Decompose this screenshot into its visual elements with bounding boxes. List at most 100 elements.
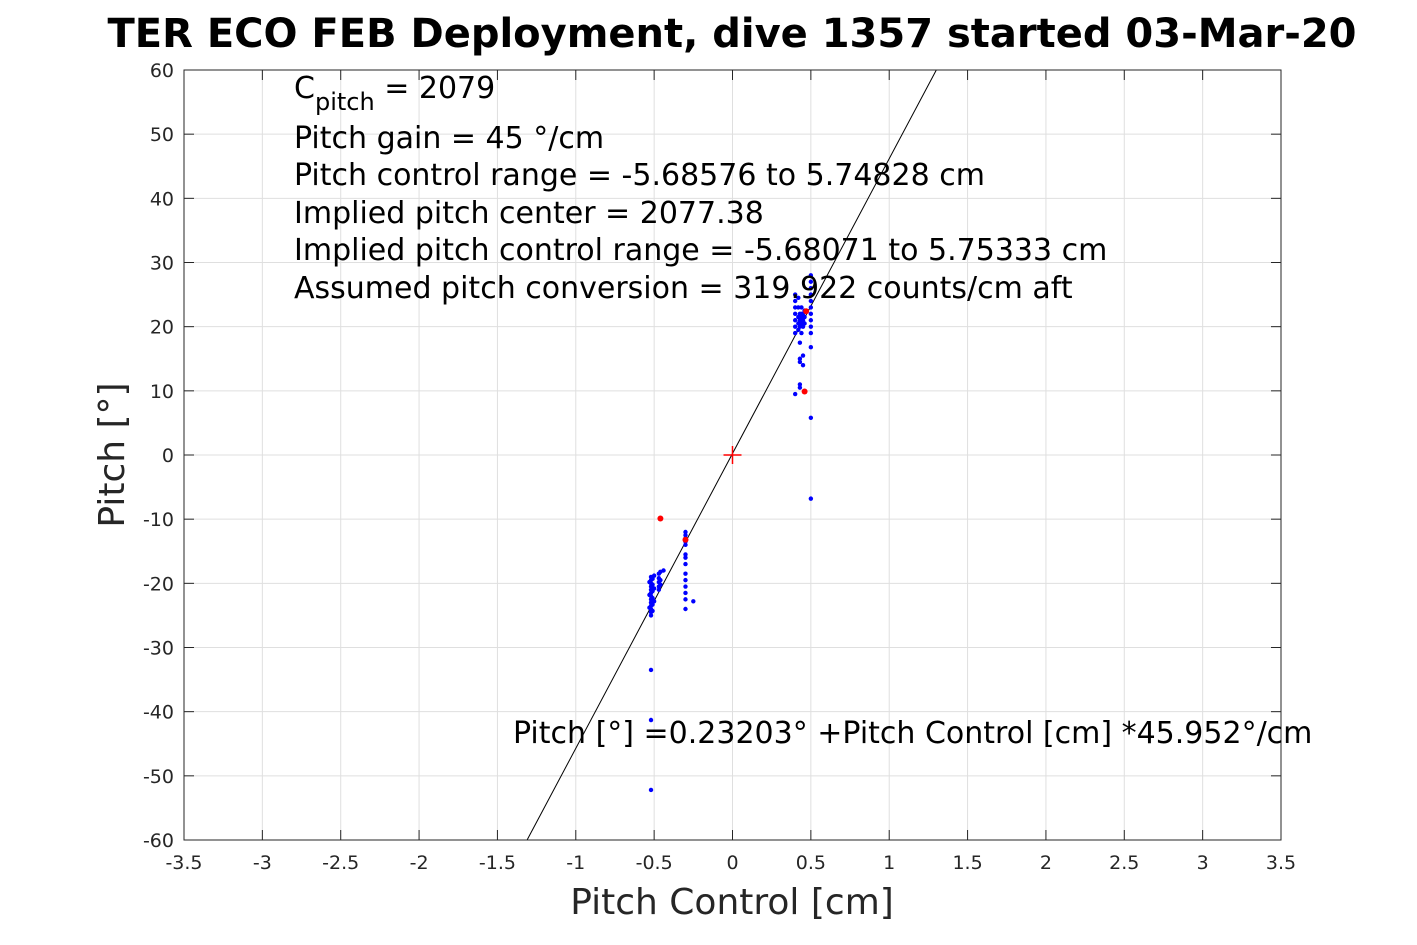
x-tick-label: 0.5 <box>796 852 826 874</box>
blue-data-point <box>647 605 652 610</box>
y-tick-labels: 60 50 40 30 20 10 0 -10 -20 -30 -40 -50 -60 <box>143 60 174 852</box>
x-tick-label: 1 <box>883 852 895 874</box>
x-tick-label: 3.5 <box>1266 852 1296 874</box>
y-tick-label: 0 <box>162 445 174 467</box>
blue-data-point <box>792 318 798 323</box>
blue-data-point <box>661 568 666 573</box>
y-axis-label: Pitch [°] <box>92 382 133 527</box>
x-axis-label: Pitch Control [cm] <box>570 882 894 923</box>
annotation-implied-center: Implied pitch center = 2077.38 <box>294 196 764 231</box>
x-tick-label: -0.5 <box>636 852 673 874</box>
data-points <box>647 273 814 793</box>
blue-data-point <box>792 292 798 297</box>
annotation-pitch-control-range: Pitch control range = -5.68576 to 5.7482… <box>294 158 985 193</box>
blue-data-point <box>808 311 814 317</box>
blue-data-point <box>796 295 801 300</box>
blue-data-point <box>658 582 663 587</box>
y-tick-label: 30 <box>150 253 174 275</box>
plot-area <box>183 69 1282 841</box>
blue-data-point <box>683 542 688 548</box>
blue-data-point <box>799 305 804 310</box>
blue-data-point <box>792 311 798 317</box>
annotation-pitch-gain: Pitch gain = 45 °/cm <box>294 121 604 156</box>
blue-data-point <box>683 552 688 557</box>
blue-data-point <box>651 599 657 604</box>
blue-data-point <box>808 298 814 304</box>
red-data-point <box>801 388 808 395</box>
red-data-point <box>657 515 664 522</box>
blue-data-point <box>658 577 663 583</box>
blue-data-point <box>808 324 814 329</box>
blue-data-point <box>683 555 688 560</box>
blue-data-point <box>808 292 814 297</box>
x-tick-label: -2.5 <box>322 852 359 874</box>
y-tick-label: 20 <box>150 317 174 339</box>
y-tick-label: 40 <box>150 188 174 210</box>
blue-data-point <box>797 340 803 345</box>
blue-data-point <box>797 382 803 387</box>
blue-data-point <box>792 324 798 329</box>
y-tick-label: -30 <box>143 638 174 660</box>
blue-data-point <box>808 415 814 420</box>
red-data-point <box>682 536 689 543</box>
blue-data-point <box>797 356 803 361</box>
blue-data-point <box>683 571 688 576</box>
red-data-point <box>803 308 810 315</box>
fit-equation-label: Pitch [°] =0.23203° +Pitch Control [cm] … <box>513 716 1312 751</box>
blue-data-point <box>800 362 806 368</box>
blue-data-point <box>792 305 798 310</box>
y-tick-label: -20 <box>143 573 174 595</box>
x-tick-label: -3.5 <box>165 852 202 874</box>
blue-data-point <box>802 321 807 326</box>
blue-data-point <box>683 577 688 583</box>
blue-data-point <box>656 587 662 592</box>
x-tick-labels: -3.5 -3 -2.5 -2 -1.5 -1 -0.5 0 0.5 1 1.5 2 2.5 3 3.5 <box>165 852 1296 874</box>
blue-data-point <box>683 529 688 535</box>
blue-data-point <box>808 496 814 501</box>
blue-data-point <box>799 330 804 336</box>
blue-data-point <box>808 279 814 284</box>
blue-data-point <box>647 592 652 598</box>
cpitch-symbol: C <box>294 71 315 106</box>
y-tick-label: -40 <box>143 702 174 724</box>
chart-title: TER ECO FEB Deployment, dive 1357 starte… <box>107 11 1356 57</box>
blue-data-point <box>808 345 814 350</box>
y-tick-label: -10 <box>143 509 174 531</box>
x-tick-label: -3 <box>253 852 272 874</box>
blue-data-point <box>648 613 654 618</box>
blue-data-point <box>648 667 654 673</box>
y-tick-label: 60 <box>150 60 174 82</box>
annotation-implied-range: Implied pitch control range = -5.68071 t… <box>294 233 1107 268</box>
axis-ticks <box>183 69 1282 841</box>
blue-data-point <box>796 305 801 310</box>
blue-data-point <box>792 330 798 336</box>
blue-data-point <box>792 298 798 304</box>
x-tick-label: 2.5 <box>1109 852 1139 874</box>
blue-data-point <box>651 586 657 591</box>
blue-data-point <box>683 590 688 596</box>
blue-data-point <box>797 385 803 390</box>
x-tick-label: -2 <box>410 852 429 874</box>
blue-data-point <box>651 573 657 578</box>
annotation-block: Cpitch = 2079 Pitch gain = 45 °/cm Pitch… <box>294 71 1107 306</box>
annotation-cpitch: Cpitch = 2079 <box>294 71 495 116</box>
blue-data-point <box>808 330 814 336</box>
blue-data-point <box>683 606 688 612</box>
y-tick-label: -50 <box>143 766 174 788</box>
blue-data-point <box>647 579 652 585</box>
blue-data-point <box>808 305 814 310</box>
blue-data-point <box>683 533 688 538</box>
x-tick-label: -1.5 <box>479 852 516 874</box>
blue-data-point <box>650 608 655 614</box>
x-tick-label: 3 <box>1197 852 1209 874</box>
blue-data-point <box>802 314 807 320</box>
x-tick-label: -1 <box>566 852 585 874</box>
blue-data-point <box>648 787 654 793</box>
y-tick-label: 50 <box>150 124 174 146</box>
cpitch-value: = 2079 <box>375 71 496 106</box>
blue-data-point <box>683 597 688 602</box>
blue-data-point <box>808 318 814 323</box>
x-tick-label: 0 <box>726 852 738 874</box>
blue-data-point <box>683 584 688 589</box>
